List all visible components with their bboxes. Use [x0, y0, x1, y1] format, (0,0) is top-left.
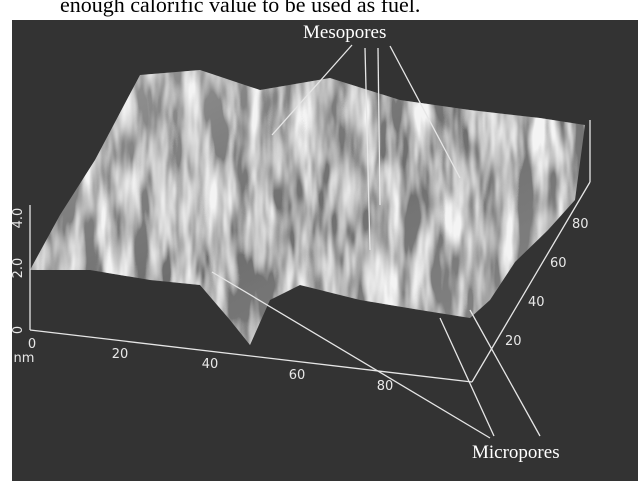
caption-fragment: enough calorific value to be used as fue…	[60, 0, 420, 17]
x-tick-label: 40	[202, 357, 219, 372]
z-tick-label: 4.0	[11, 208, 26, 229]
figure: enough calorific value to be used as fue…	[0, 0, 643, 486]
z-tick-label: 0	[11, 326, 26, 334]
x-tick-label: 60	[289, 368, 306, 383]
z-unit: nm	[14, 351, 35, 366]
y-tick-label: 20	[505, 334, 522, 349]
y-tick-label: 40	[528, 295, 545, 310]
z-tick-label: 2.0	[11, 258, 26, 279]
page: enough calorific value to be used as fue…	[0, 0, 643, 486]
mesopores-label: Mesopores	[303, 22, 386, 43]
y-tick-label: 80	[572, 217, 589, 232]
y-tick-label: 60	[550, 256, 567, 271]
x-tick-label: 20	[112, 347, 129, 362]
x-tick-label: 0	[28, 337, 36, 352]
x-tick-label: 80	[377, 379, 394, 394]
micropores-label: Micropores	[472, 442, 560, 463]
